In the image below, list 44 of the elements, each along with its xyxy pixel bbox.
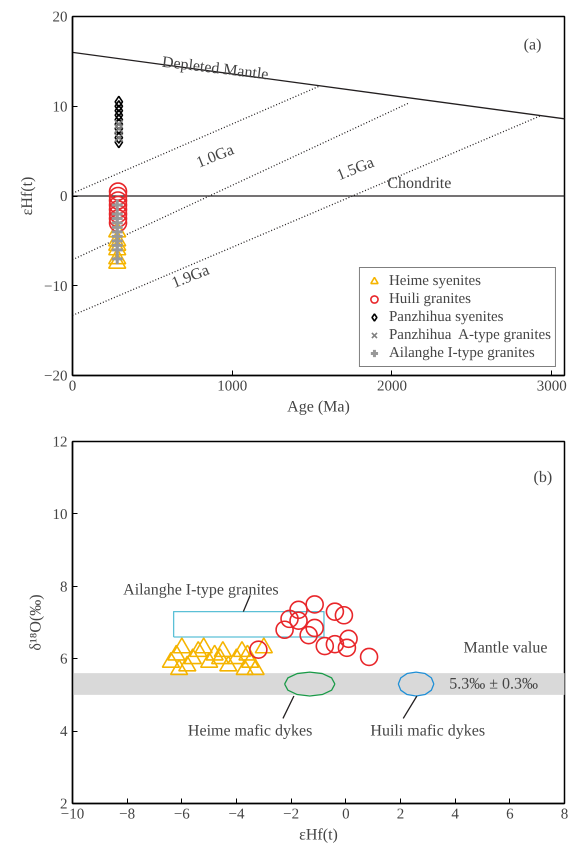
annotation: Huili mafic dykes bbox=[370, 722, 486, 740]
band-label: Mantle value bbox=[463, 639, 548, 656]
annotation: 5.3‰ ± 0.3‰ bbox=[449, 676, 538, 693]
x-tick-label: −6 bbox=[174, 806, 190, 822]
annotation: 1.5Ga bbox=[334, 154, 376, 184]
y-tick-label: 20 bbox=[52, 10, 68, 26]
x-tick-label: 1000 bbox=[217, 378, 248, 394]
annotation: Chondrite bbox=[387, 174, 452, 192]
annotation: 1.9Ga bbox=[169, 262, 212, 292]
y-tick-label: 8 bbox=[60, 579, 68, 596]
x-tick-label: 2 bbox=[396, 806, 404, 822]
x-tick-label: −4 bbox=[228, 806, 245, 822]
y-tick-label: 0 bbox=[60, 189, 68, 205]
y-axis-title: εHf(t) bbox=[19, 176, 36, 216]
x-tick-label: 2000 bbox=[376, 378, 407, 394]
legend-label: Panzhihua syenites bbox=[388, 308, 504, 326]
y-tick-label: 4 bbox=[60, 724, 68, 740]
x-axis-title: Age (Ma) bbox=[287, 398, 350, 416]
y-tick-label: 6 bbox=[60, 652, 68, 668]
legend-label: Panzhihua A-type granites bbox=[388, 326, 551, 344]
x-tick-label: 0 bbox=[342, 806, 350, 822]
y-axis-title: δ¹⁸O(‰) bbox=[28, 594, 44, 651]
x-tick-label: 3000 bbox=[536, 378, 567, 394]
y-tick-label: −10 bbox=[44, 278, 68, 295]
legend-label: Ailanghe I-type granites bbox=[388, 344, 535, 362]
annotation: (b) bbox=[534, 469, 552, 486]
x-tick-label: −2 bbox=[283, 806, 300, 822]
x-tick-label: −8 bbox=[119, 806, 136, 822]
legend-label: Heime syenites bbox=[388, 272, 482, 290]
annotation: 1.0Ga bbox=[194, 141, 236, 172]
y-tick-label: −20 bbox=[44, 368, 68, 384]
y-tick-label: 10 bbox=[52, 506, 68, 523]
x-tick-label: 4 bbox=[451, 806, 460, 822]
x-tick-label: 6 bbox=[506, 806, 514, 822]
x-tick-label: 8 bbox=[560, 806, 568, 822]
y-tick-label: 10 bbox=[52, 99, 68, 116]
legend-label: Huili granites bbox=[388, 290, 472, 308]
annotation: (a) bbox=[524, 36, 542, 54]
y-tick-label: 2 bbox=[60, 796, 68, 812]
y-tick-label: 12 bbox=[52, 434, 68, 450]
x-axis-title: εHf(t) bbox=[299, 826, 338, 844]
annotation: Ailanghe I-type granites bbox=[123, 581, 279, 598]
annotation: Depleted Mantle bbox=[161, 54, 270, 84]
annotation: Heime mafic dykes bbox=[188, 722, 312, 740]
